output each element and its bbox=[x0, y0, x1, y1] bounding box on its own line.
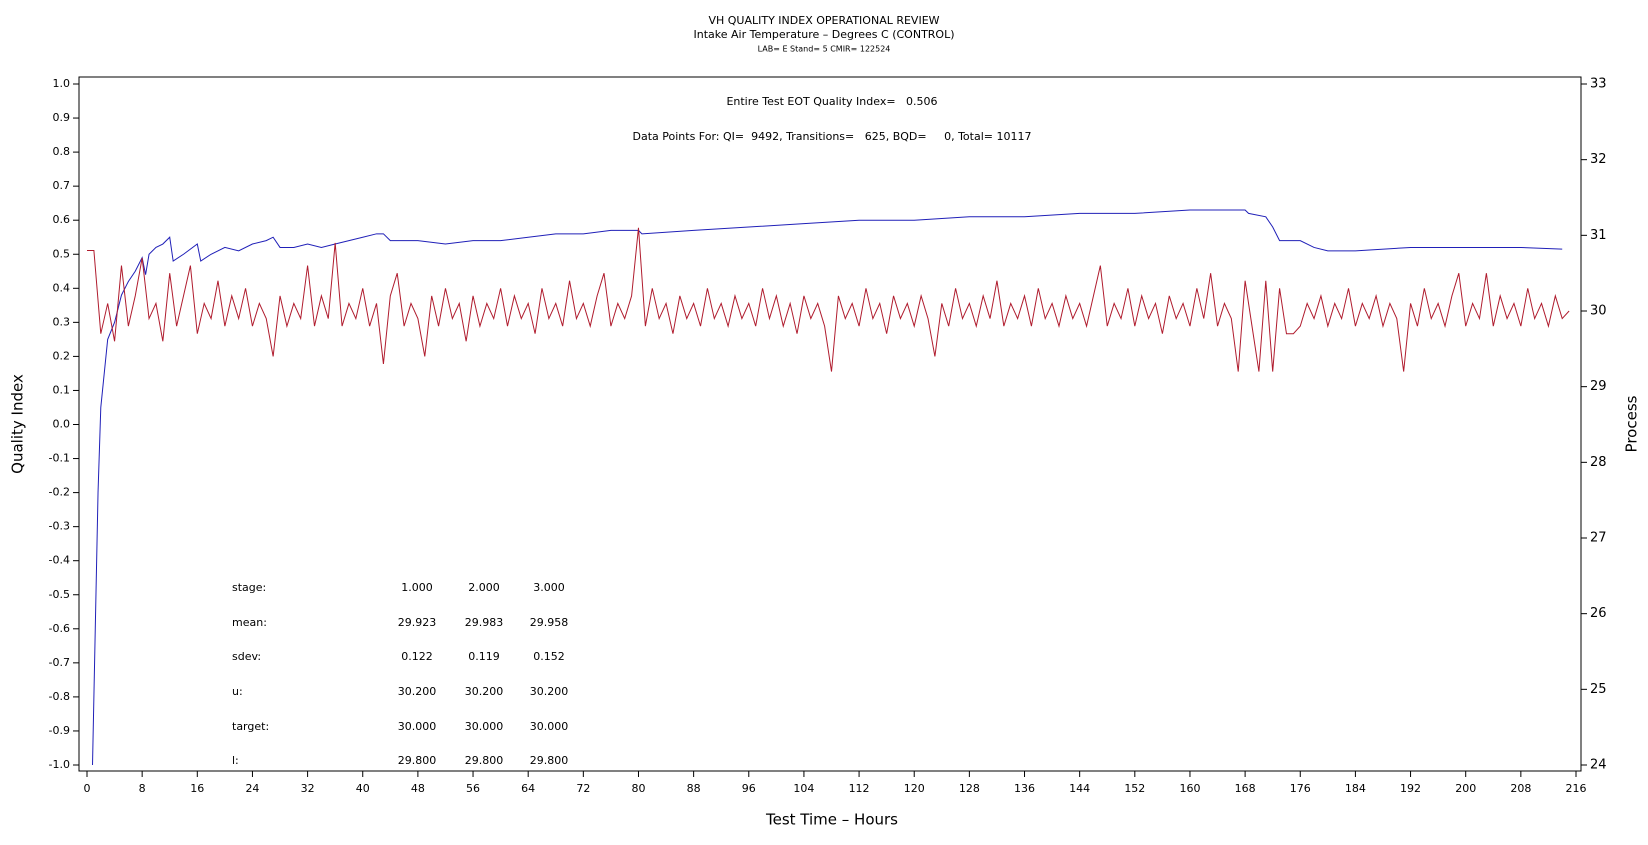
stats-value: 30.000 bbox=[530, 720, 569, 733]
x-tick-label: 16 bbox=[190, 782, 204, 795]
x-tick-label: 192 bbox=[1400, 782, 1421, 795]
y2-tick-label: 28 bbox=[1590, 455, 1607, 470]
stats-value: 29.800 bbox=[465, 754, 504, 767]
x-tick-label: 24 bbox=[245, 782, 259, 795]
stats-label: stage: bbox=[232, 581, 266, 594]
x-tick-label: 32 bbox=[301, 782, 315, 795]
stats-label: l: bbox=[232, 754, 239, 767]
x-tick-label: 88 bbox=[687, 782, 701, 795]
x-tick-label: 176 bbox=[1290, 782, 1311, 795]
y-tick-label: 0.6 bbox=[53, 213, 71, 226]
series-line bbox=[92, 209, 1563, 766]
y-tick-label: 0.8 bbox=[53, 145, 71, 158]
series-line bbox=[87, 227, 1570, 372]
stats-value: 30.200 bbox=[530, 685, 569, 698]
stats-label: mean: bbox=[232, 616, 267, 629]
y-tick-label: -1.0 bbox=[49, 758, 70, 771]
y2-axis-label: Process bbox=[1623, 395, 1641, 452]
chart-subtitle: Intake Air Temperature – Degrees C (CONT… bbox=[693, 28, 954, 41]
stats-value: 30.000 bbox=[465, 720, 504, 733]
x-tick-label: 72 bbox=[576, 782, 590, 795]
y-tick-label: -0.1 bbox=[49, 452, 70, 465]
x-tick-label: 80 bbox=[631, 782, 645, 795]
y-tick-label: 1.0 bbox=[53, 77, 71, 90]
stats-value: 0.152 bbox=[533, 650, 565, 663]
stats-value: 30.200 bbox=[398, 685, 437, 698]
x-tick-label: 56 bbox=[466, 782, 480, 795]
y2-tick-label: 26 bbox=[1590, 606, 1607, 621]
chart-subtitle: LAB= E Stand= 5 CMIR= 122524 bbox=[758, 45, 891, 54]
y-tick-label: 0.7 bbox=[53, 179, 71, 192]
stats-value: 30.000 bbox=[398, 720, 437, 733]
x-tick-label: 8 bbox=[139, 782, 146, 795]
stats-label: sdev: bbox=[232, 650, 261, 663]
y-tick-label: 0.0 bbox=[53, 418, 71, 431]
y2-tick-label: 33 bbox=[1590, 77, 1607, 92]
y-axis-label: Quality Index bbox=[9, 374, 27, 474]
x-axis-label: Test Time – Hours bbox=[765, 811, 898, 829]
x-tick-label: 0 bbox=[84, 782, 91, 795]
stats-value: 29.958 bbox=[530, 616, 569, 629]
x-tick-label: 128 bbox=[959, 782, 980, 795]
x-tick-label: 64 bbox=[521, 782, 535, 795]
y-tick-label: -0.3 bbox=[49, 520, 70, 533]
y2-tick-label: 29 bbox=[1590, 379, 1607, 394]
y-tick-label: -0.2 bbox=[49, 486, 70, 499]
x-tick-label: 48 bbox=[411, 782, 425, 795]
annotation: Entire Test EOT Quality Index= 0.506 bbox=[726, 95, 937, 108]
y2-tick-label: 27 bbox=[1590, 531, 1607, 546]
x-tick-label: 112 bbox=[849, 782, 870, 795]
y2-tick-label: 25 bbox=[1590, 682, 1607, 697]
y-tick-label: -0.4 bbox=[49, 554, 70, 567]
x-tick-label: 144 bbox=[1069, 782, 1090, 795]
stats-value: 29.800 bbox=[530, 754, 569, 767]
x-tick-label: 104 bbox=[793, 782, 814, 795]
y-tick-label: -0.9 bbox=[49, 724, 70, 737]
stats-label: u: bbox=[232, 685, 243, 698]
x-tick-label: 120 bbox=[904, 782, 925, 795]
y-tick-label: 0.5 bbox=[53, 247, 71, 260]
annotation: Data Points For: QI= 9492, Transitions= … bbox=[633, 130, 1032, 143]
y-tick-label: 0.1 bbox=[53, 383, 71, 396]
y2-tick-label: 31 bbox=[1590, 228, 1607, 243]
y2-tick-label: 30 bbox=[1590, 304, 1607, 319]
x-tick-label: 152 bbox=[1124, 782, 1145, 795]
y-tick-label: -0.5 bbox=[49, 588, 70, 601]
stats-label: target: bbox=[232, 720, 269, 733]
y-tick-label: 0.4 bbox=[53, 281, 71, 294]
y2-tick-label: 24 bbox=[1590, 758, 1607, 773]
x-tick-label: 200 bbox=[1455, 782, 1476, 795]
x-tick-label: 96 bbox=[742, 782, 756, 795]
stats-value: 29.983 bbox=[465, 616, 504, 629]
x-tick-label: 40 bbox=[356, 782, 370, 795]
x-tick-label: 160 bbox=[1179, 782, 1200, 795]
y-tick-label: -0.6 bbox=[49, 622, 70, 635]
x-tick-label: 184 bbox=[1345, 782, 1366, 795]
x-tick-label: 168 bbox=[1235, 782, 1256, 795]
stats-value: 29.800 bbox=[398, 754, 437, 767]
chart-title: VH QUALITY INDEX OPERATIONAL REVIEW bbox=[708, 14, 939, 27]
y-tick-label: -0.7 bbox=[49, 656, 70, 669]
y-tick-label: 0.3 bbox=[53, 315, 71, 328]
y-tick-label: 0.9 bbox=[53, 111, 71, 124]
y2-tick-label: 32 bbox=[1590, 152, 1607, 167]
stats-value: 3.000 bbox=[533, 581, 565, 594]
stats-value: 1.000 bbox=[401, 581, 433, 594]
stats-value: 30.200 bbox=[465, 685, 504, 698]
plot-frame bbox=[78, 76, 1582, 772]
x-tick-label: 136 bbox=[1014, 782, 1035, 795]
x-tick-label: 208 bbox=[1510, 782, 1531, 795]
stats-value: 2.000 bbox=[468, 581, 500, 594]
stats-value: 0.122 bbox=[401, 650, 433, 663]
stats-value: 29.923 bbox=[398, 616, 437, 629]
stats-value: 0.119 bbox=[468, 650, 500, 663]
y-tick-label: 0.2 bbox=[53, 349, 71, 362]
y-tick-label: -0.8 bbox=[49, 690, 70, 703]
x-tick-label: 216 bbox=[1566, 782, 1587, 795]
